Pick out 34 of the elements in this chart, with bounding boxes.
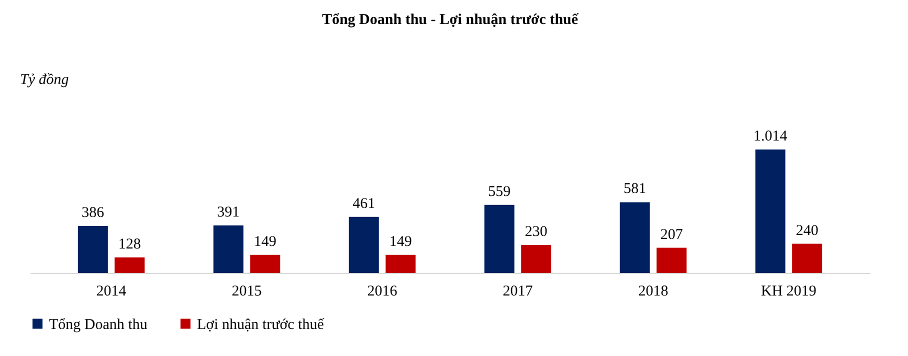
data-label: 240: [796, 222, 818, 239]
legend-label: Lợi nhuận trước thuế: [197, 316, 324, 333]
x-tick-label: 2018: [638, 284, 668, 300]
x-tick-label: 2015: [232, 284, 262, 300]
bar: [755, 149, 786, 273]
bar: [348, 216, 379, 273]
data-label: 128: [118, 236, 141, 252]
bar: [213, 225, 244, 273]
y-axis-title: Tỷ đồng: [20, 72, 70, 88]
bar: [250, 254, 280, 273]
data-label: 230: [524, 224, 548, 240]
bar: [656, 248, 687, 273]
bar: [386, 254, 416, 273]
data-label: 149: [389, 234, 412, 250]
x-tick-label: 2016: [367, 284, 398, 300]
bar: [620, 202, 650, 273]
data-label: 149: [254, 234, 276, 250]
x-tick-label: KH 2019: [761, 284, 816, 300]
data-label: 1.014: [753, 128, 788, 144]
data-label: 386: [82, 204, 105, 221]
bar: [792, 244, 822, 273]
bar: [484, 204, 514, 273]
bar: [78, 226, 108, 273]
data-label: 581: [624, 181, 646, 198]
data-label: 391: [217, 204, 240, 220]
legend-label: Tổng Doanh thu: [49, 316, 148, 333]
data-label: 559: [488, 184, 511, 200]
bar: [521, 244, 552, 273]
x-tick-label: 2014: [96, 284, 127, 300]
x-tick-label: 2017: [502, 284, 534, 300]
bar: [114, 257, 145, 273]
chart-title: Tổng Doanh thu - Lợi nhuận trước thuế: [322, 12, 580, 28]
data-label: 207: [660, 226, 684, 243]
data-label: 461: [352, 196, 376, 212]
